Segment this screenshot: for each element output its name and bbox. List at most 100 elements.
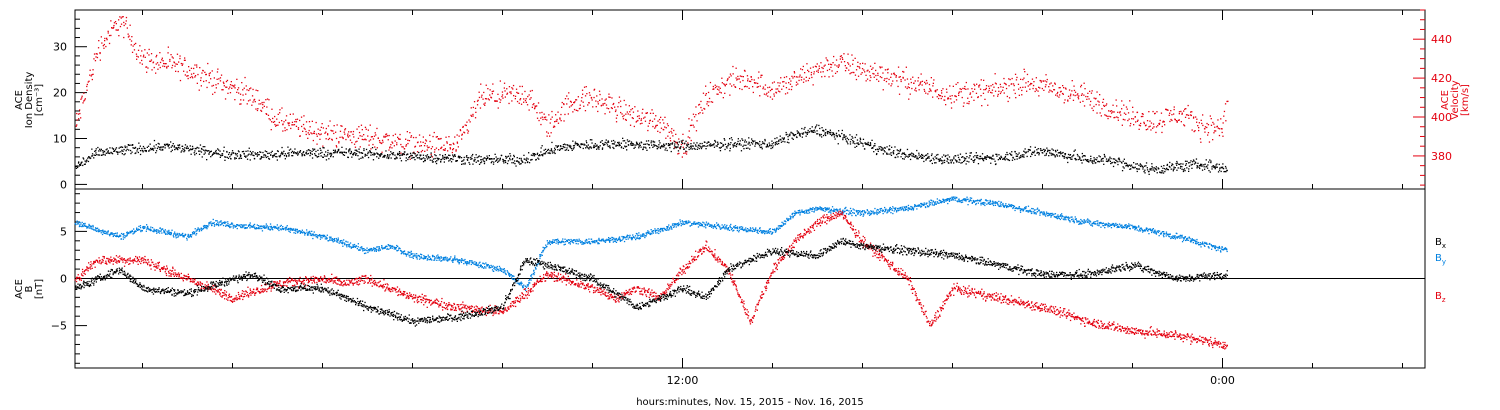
velocity-point: [88, 80, 90, 82]
velocity-point: [354, 146, 357, 148]
velocity-point: [1206, 126, 1208, 129]
velocity-point: [737, 75, 739, 78]
density-point: [854, 146, 856, 148]
velocity-point: [125, 16, 128, 19]
density-point: [400, 154, 402, 156]
velocity-point: [149, 60, 151, 62]
density-point: [1074, 149, 1076, 151]
by-point: [84, 222, 86, 225]
density-point: [471, 158, 473, 160]
density-point: [567, 144, 569, 146]
density-point: [404, 151, 406, 153]
density-point: [276, 159, 278, 161]
density-point: [179, 147, 181, 149]
velocity-point: [575, 99, 578, 101]
density-point: [572, 145, 575, 147]
velocity-point: [303, 115, 305, 117]
density-point: [200, 147, 203, 150]
density-point: [1047, 149, 1049, 151]
by-point: [157, 231, 159, 233]
density-point: [231, 150, 234, 152]
density-point: [748, 141, 750, 143]
velocity-point: [1175, 120, 1178, 122]
velocity-point: [262, 107, 264, 109]
velocity-point: [852, 59, 854, 61]
by-point: [294, 229, 296, 232]
velocity-point: [210, 78, 212, 80]
velocity-point: [1222, 135, 1224, 137]
density-point: [959, 153, 962, 155]
density-point: [709, 145, 711, 147]
density-point: [162, 148, 164, 151]
density-point: [900, 156, 902, 158]
velocity-point: [795, 84, 797, 86]
velocity-point: [1227, 100, 1229, 102]
density-point: [1093, 157, 1095, 159]
velocity-point: [1040, 80, 1042, 82]
velocity-point: [523, 98, 525, 100]
density-point: [331, 153, 333, 155]
velocity-point: [319, 138, 321, 140]
density-point: [1124, 162, 1126, 164]
density-point: [236, 155, 239, 157]
velocity-point: [1218, 134, 1221, 137]
velocity-point: [1169, 112, 1171, 114]
by-point: [144, 227, 146, 229]
density-point: [663, 146, 665, 148]
velocity-point: [567, 113, 569, 115]
density-point: [101, 150, 103, 152]
density-point: [204, 150, 206, 152]
by-point: [326, 238, 328, 240]
density-point: [604, 143, 606, 146]
velocity-point: [288, 124, 290, 127]
by-point: [126, 234, 128, 236]
by-point: [341, 243, 344, 245]
velocity-point: [270, 129, 272, 131]
by-point: [348, 245, 350, 247]
velocity-point: [279, 112, 281, 114]
velocity-point: [506, 88, 508, 90]
density-point: [213, 152, 215, 154]
by-point: [374, 249, 376, 251]
velocity-point: [353, 143, 356, 145]
velocity-point: [1082, 100, 1084, 102]
by-point: [287, 229, 290, 231]
by-point: [308, 232, 310, 234]
density-point: [438, 158, 440, 160]
velocity-point: [618, 96, 621, 98]
density-point: [1081, 152, 1083, 155]
density-point: [603, 143, 605, 145]
density-point: [461, 163, 463, 165]
by-point: [86, 225, 88, 228]
velocity-point: [1122, 118, 1124, 121]
density-point: [328, 158, 330, 160]
density-point: [838, 130, 840, 132]
density-point: [332, 152, 335, 154]
by-point: [97, 231, 100, 233]
density-point: [1139, 165, 1142, 168]
velocity-point: [1090, 100, 1092, 103]
velocity-point: [383, 135, 385, 137]
by-point: [236, 224, 238, 226]
density-point: [276, 156, 278, 158]
velocity-point: [607, 108, 610, 110]
density-point: [686, 145, 689, 147]
by-point: [373, 247, 375, 249]
density-point: [638, 147, 640, 149]
density-point: [518, 161, 520, 163]
density-point: [1077, 155, 1079, 157]
velocity-point: [303, 127, 305, 129]
velocity-point: [950, 102, 953, 104]
density-point: [248, 153, 250, 155]
by-point: [403, 250, 406, 252]
density-point: [685, 150, 687, 152]
by-point: [459, 259, 461, 261]
density-point: [446, 156, 448, 158]
density-point: [254, 152, 256, 154]
density-point: [1194, 161, 1197, 163]
by-point: [317, 234, 319, 236]
velocity-point: [452, 142, 454, 144]
density-point: [764, 138, 766, 141]
density-point: [707, 145, 709, 147]
by-point: [183, 235, 185, 237]
